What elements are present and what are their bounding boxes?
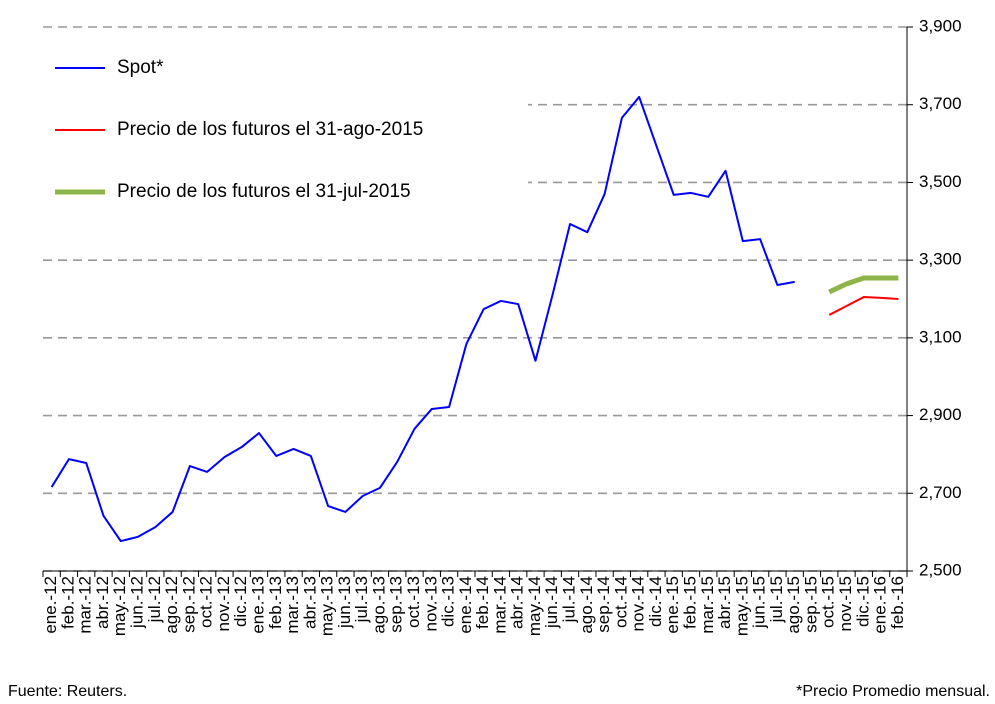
- y-tick-label: 3,300: [919, 250, 962, 269]
- x-tick-label: dic.-15: [853, 576, 872, 627]
- x-tick-label: ene.-15: [663, 576, 682, 634]
- x-tick-label: may.-15: [732, 576, 751, 636]
- x-tick-label: nov.-12: [214, 576, 233, 631]
- x-tick-label: may.-12: [110, 576, 129, 636]
- x-tick-label: feb.-13: [266, 576, 285, 629]
- x-tick-label: oct.-12: [197, 576, 216, 628]
- series-line: [828, 296, 899, 316]
- y-tick-label: 3,700: [919, 94, 962, 113]
- x-tick-label: jul.-13: [352, 576, 371, 623]
- x-tick-label: may.-13: [318, 576, 337, 636]
- x-tick-label: ago.-15: [784, 576, 803, 634]
- x-tick-label: dic.-12: [231, 576, 250, 627]
- source-note: Fuente: Reuters.: [8, 683, 127, 700]
- x-tick-label: nov.-14: [629, 576, 648, 631]
- x-tick-label: oct.-13: [404, 576, 423, 628]
- series-line: [828, 275, 899, 295]
- series-line: [50, 95, 795, 543]
- x-tick-label: mar.-12: [76, 576, 95, 634]
- x-tick-label: nov.-13: [421, 576, 440, 631]
- x-tick-label: oct.-14: [611, 576, 630, 628]
- y-tick-label: 3,100: [919, 327, 962, 346]
- x-tick-label: ene.-14: [456, 576, 475, 634]
- x-tick-label: ene.-13: [248, 576, 267, 634]
- x-tick-label: jun.-13: [335, 576, 354, 629]
- x-tick-label: feb.-15: [680, 576, 699, 629]
- x-tick-label: abr.-14: [508, 576, 527, 629]
- x-tick-label: dic.-14: [646, 576, 665, 627]
- x-tick-label: abr.-12: [93, 576, 112, 629]
- x-tick-label: jun.-15: [750, 576, 769, 629]
- x-tick-label: sep.-14: [594, 576, 613, 633]
- x-tick-label: nov.-15: [836, 576, 855, 631]
- legend-label: Precio de los futuros el 31-jul-2015: [117, 181, 411, 202]
- x-tick-label: ago.-13: [369, 576, 388, 634]
- legend-label: Precio de los futuros el 31-ago-2015: [117, 119, 423, 140]
- x-tick-label: ago.-14: [577, 576, 596, 634]
- x-tick-label: abr.-15: [715, 576, 734, 629]
- x-tick-label: feb.-16: [888, 576, 907, 629]
- footnote: *Precio Promedio mensual.: [796, 683, 990, 700]
- legend-background: [43, 40, 528, 215]
- x-tick-label: feb.-12: [58, 576, 77, 629]
- x-tick-label: mar.-13: [283, 576, 302, 634]
- x-tick-label: abr.-13: [300, 576, 319, 629]
- y-tick-label: 2,500: [919, 560, 962, 579]
- y-tick-label: 3,500: [919, 172, 962, 191]
- x-tick-label: jun.-14: [542, 576, 561, 629]
- x-tick-label: mar.-14: [490, 576, 509, 634]
- x-tick-label: dic.-13: [439, 576, 458, 627]
- x-tick-label: jul.-12: [145, 576, 164, 623]
- x-tick-label: sep.-15: [801, 576, 820, 633]
- x-tick-label: mar.-15: [698, 576, 717, 634]
- x-tick-label: sep.-12: [179, 576, 198, 633]
- x-tick-label: sep.-13: [387, 576, 406, 633]
- y-tick-label: 3,900: [919, 16, 962, 35]
- x-tick-label: oct.-15: [819, 576, 838, 628]
- x-tick-label: ene.-16: [871, 576, 890, 634]
- legend-label: Spot*: [117, 57, 164, 78]
- y-tick-label: 2,700: [919, 483, 962, 502]
- x-tick-label: ene.-12: [41, 576, 60, 634]
- y-tick-label: 2,900: [919, 405, 962, 424]
- x-tick-label: jun.-12: [128, 576, 147, 629]
- x-tick-label: jul.-14: [560, 576, 579, 623]
- x-tick-label: feb.-14: [473, 576, 492, 629]
- x-tick-label: ago.-12: [162, 576, 181, 634]
- x-tick-label: may.-14: [525, 576, 544, 636]
- x-tick-label: jul.-15: [767, 576, 786, 623]
